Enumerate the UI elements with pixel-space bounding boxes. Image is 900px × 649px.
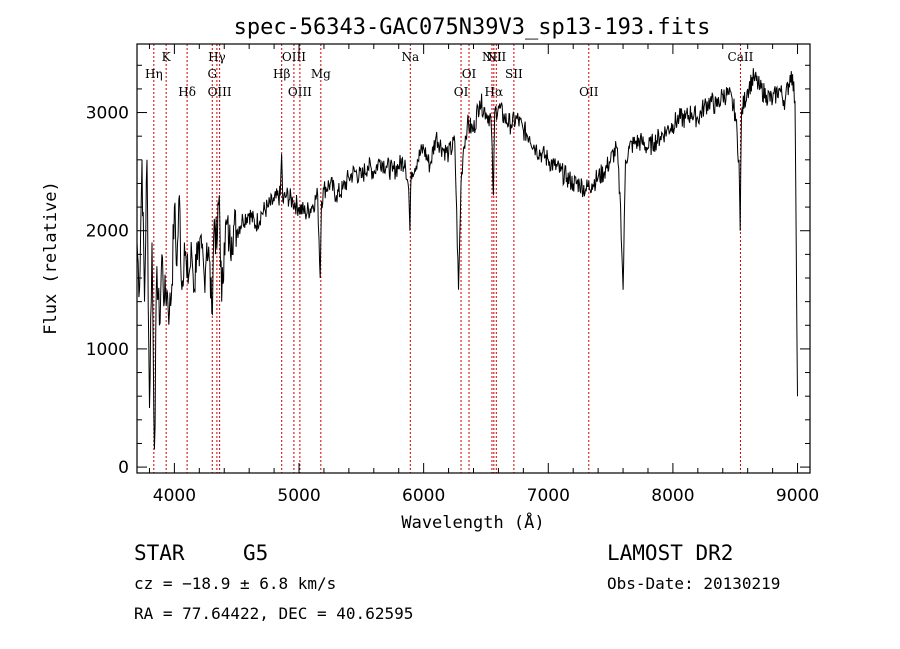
line-label: Hβ (273, 67, 290, 81)
line-label: CaII (728, 50, 754, 64)
y-tick-label: 2000 (86, 222, 129, 242)
line-label: K (162, 50, 172, 64)
line-label: G (207, 67, 217, 81)
chart-title: spec-56343-GAC075N39V3_sp13-193.fits (234, 15, 711, 40)
x-tick-label: 4000 (153, 486, 196, 506)
spectrum-series (136, 68, 798, 450)
line-label: NII (482, 50, 502, 64)
line-label: OII (579, 85, 599, 99)
line-label: OIII (282, 50, 306, 64)
x-tick-label: 8000 (651, 486, 694, 506)
obs-date: Obs-Date: 20130219 (607, 574, 780, 593)
x-tick-label: 5000 (277, 486, 320, 506)
line-label: NII (486, 50, 506, 64)
x-tick-label: 7000 (527, 486, 570, 506)
y-tick-label: 0 (118, 458, 129, 478)
x-axis-ticks: 4000 5000 6000 7000 8000 9000 (148, 44, 819, 506)
y-tick-label: 1000 (86, 340, 129, 360)
line-label: OIII (208, 85, 232, 99)
line-label: Hη (145, 67, 163, 81)
emission-lines: HηKHδGHγOIIIHβOIIIOIIIMgNaOIOINIIHαNIISI… (145, 44, 754, 473)
line-label: Na (401, 50, 419, 64)
x-axis-label: Wavelength (Å) (401, 511, 544, 533)
line-label: Hδ (178, 85, 196, 99)
survey-name: LAMOST DR2 (607, 541, 733, 565)
y-axis-label: Flux (relative) (41, 181, 61, 335)
line-label: Hγ (208, 50, 226, 64)
x-tick-label: 9000 (776, 486, 819, 506)
subclass: G5 (243, 541, 268, 565)
line-label: OI (454, 85, 469, 99)
y-tick-label: 3000 (86, 104, 129, 124)
redshift-text: cz = −18.9 ± 6.8 km/s (134, 574, 336, 593)
x-tick-label: 6000 (402, 486, 445, 506)
spectrum-line (136, 68, 798, 450)
plot-frame (136, 43, 811, 474)
coordinates: RA = 77.64422, DEC = 40.62595 (134, 604, 413, 623)
line-label: OIII (288, 85, 312, 99)
object-class: STAR (134, 541, 185, 565)
line-label: Mg (311, 67, 331, 81)
line-label: Hα (485, 85, 504, 99)
line-label: SII (505, 67, 523, 81)
y-axis-ticks: 0 1000 2000 3000 (86, 64, 810, 478)
line-label: OI (462, 67, 477, 81)
